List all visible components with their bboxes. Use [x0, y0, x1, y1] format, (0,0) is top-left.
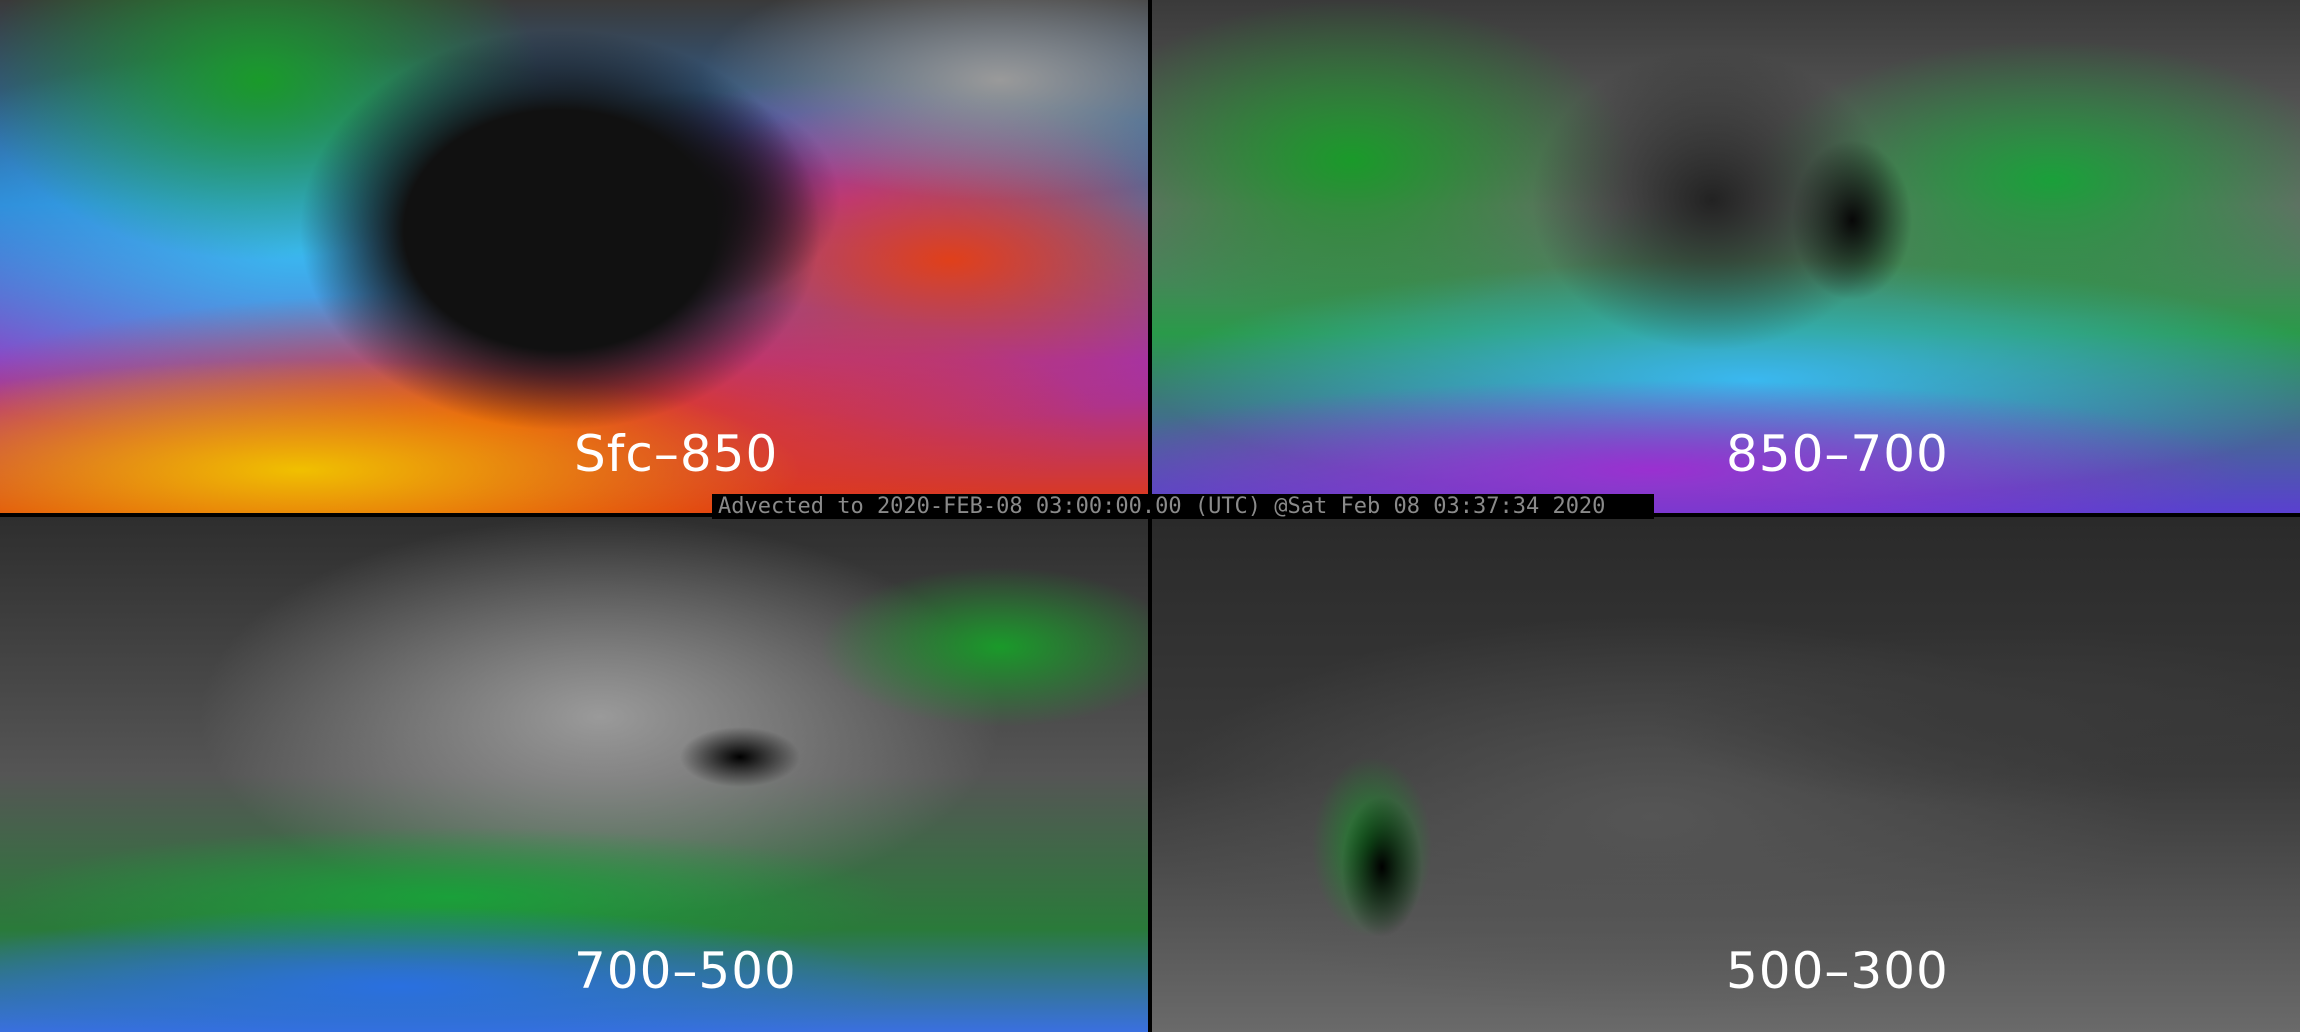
panel-sfc-850: Sfc–850 — [0, 0, 1148, 513]
panel-label: 500–300 — [1726, 942, 1949, 1000]
panel-850-700: 850–700 — [1152, 0, 2300, 513]
panel-500-300: 500–300 — [1152, 517, 2300, 1032]
panel-700-500: 700–500 — [0, 517, 1148, 1032]
panel-label: 700–500 — [574, 942, 797, 1000]
panel-label: 850–700 — [1726, 425, 1949, 483]
timestamp-bar: Advected to 2020-FEB-08 03:00:00.00 (UTC… — [712, 494, 1654, 519]
panel-label: Sfc–850 — [574, 425, 779, 483]
